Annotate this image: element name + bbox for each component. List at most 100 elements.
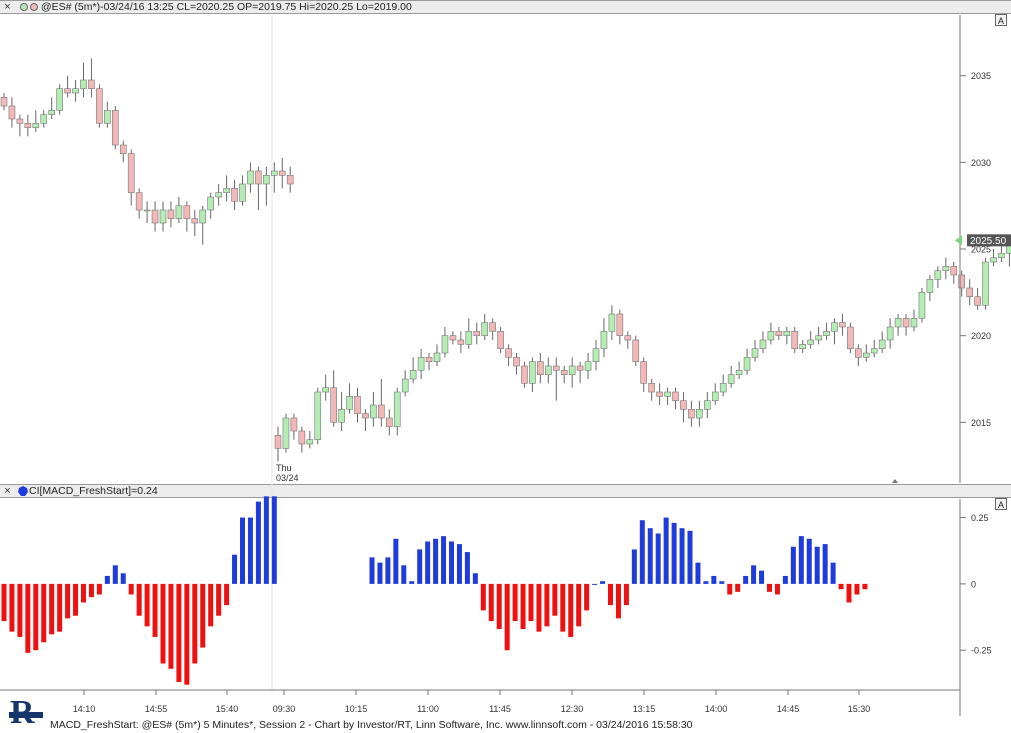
- close-icon[interactable]: ×: [4, 1, 11, 13]
- macd-bar-positive: [433, 538, 439, 584]
- candle-body: [847, 326, 854, 349]
- down-candle: [274, 426, 282, 462]
- candle-body: [966, 287, 973, 297]
- candle-body: [231, 188, 238, 202]
- up-candle: [207, 192, 214, 219]
- up-candle: [247, 162, 254, 193]
- down-candle: [672, 387, 679, 410]
- down-candle: [255, 166, 262, 210]
- down-candle: [537, 353, 544, 384]
- up-candle: [751, 340, 759, 362]
- macd-axis-label: -0.25: [971, 646, 992, 656]
- macd-bar-positive: [592, 583, 598, 585]
- down-candle: [473, 322, 481, 345]
- candle-body: [489, 322, 496, 332]
- up-candle: [263, 166, 270, 206]
- candle-body: [457, 339, 465, 345]
- close-icon[interactable]: ×: [4, 485, 11, 497]
- macd-bar-negative: [208, 583, 214, 627]
- down-candle: [648, 379, 655, 401]
- macd-bar-positive: [441, 536, 447, 584]
- candle-body: [255, 170, 262, 185]
- macd-bar-positive: [631, 549, 637, 584]
- status-light-icon[interactable]: [20, 3, 28, 11]
- macd-bar-negative: [774, 583, 780, 595]
- macd-bar-positive: [687, 530, 693, 584]
- up-candle: [441, 327, 449, 358]
- down-candle: [16, 114, 24, 137]
- candle-body: [823, 331, 830, 336]
- macd-bar-positive: [671, 522, 677, 584]
- candle-body: [870, 348, 878, 354]
- down-candle: [286, 166, 294, 193]
- macd-bar-negative: [767, 583, 772, 592]
- macd-bar-negative: [854, 583, 860, 595]
- macd-bar-positive: [464, 552, 470, 584]
- macd-bar-negative: [512, 583, 518, 622]
- down-candle: [791, 327, 799, 353]
- up-candle: [807, 331, 814, 349]
- candle-body: [910, 318, 918, 328]
- macd-bar-negative: [846, 583, 852, 603]
- candle-body: [298, 430, 306, 445]
- indicator-autoscale-button[interactable]: A: [995, 498, 1007, 510]
- candle-body: [135, 192, 143, 211]
- candle-body: [263, 175, 270, 185]
- up-candle: [743, 348, 751, 375]
- macd-bar-negative: [520, 583, 526, 629]
- down-candle: [457, 331, 465, 353]
- candle-body: [632, 339, 640, 362]
- up-candle: [767, 322, 775, 345]
- up-candle: [600, 318, 608, 358]
- candle-body: [886, 326, 894, 341]
- price-autoscale-button[interactable]: A: [995, 14, 1007, 26]
- candle-body: [974, 296, 981, 306]
- footer-caption: MACD_FreshStart: @ES# (5m*) 5 Minutes*, …: [50, 719, 693, 731]
- session-label-date: 03/24: [276, 473, 299, 483]
- candle-body: [159, 209, 167, 224]
- down-candle: [298, 426, 306, 453]
- candle-body: [600, 331, 608, 349]
- down-candle: [576, 361, 584, 384]
- macd-bar-negative: [49, 583, 55, 635]
- down-candle: [449, 331, 457, 345]
- up-candle: [568, 357, 576, 388]
- status-light-icon[interactable]: [30, 3, 38, 11]
- macd-bar-negative: [9, 583, 15, 632]
- up-candle: [862, 344, 870, 362]
- candle-body: [648, 383, 655, 393]
- down-candle: [96, 84, 103, 128]
- candle-body: [409, 370, 417, 380]
- candle-body: [247, 170, 254, 185]
- macd-bar-positive: [639, 520, 645, 584]
- macd-bar-positive: [703, 581, 709, 584]
- down-candle: [112, 106, 119, 150]
- down-candle: [362, 409, 369, 431]
- candle-body: [672, 391, 679, 401]
- up-candle: [735, 361, 743, 379]
- candle-body: [1006, 244, 1011, 254]
- macd-bar-negative: [128, 583, 134, 595]
- candle-body: [942, 266, 950, 271]
- candle-body: [934, 270, 942, 280]
- macd-bar-positive: [798, 536, 804, 584]
- up-candle: [727, 366, 735, 388]
- candle-body: [16, 118, 24, 124]
- macd-bar-negative: [73, 583, 79, 616]
- macd-bar-negative: [176, 583, 182, 683]
- up-candle: [199, 205, 207, 245]
- candle-body: [640, 361, 648, 384]
- time-axis-label: 15:30: [848, 704, 871, 714]
- candle-body: [362, 413, 369, 419]
- candle-body: [807, 339, 814, 345]
- macd-bar-positive: [600, 581, 606, 584]
- candle-body: [223, 188, 230, 193]
- candle-body: [354, 396, 361, 414]
- candle-body: [465, 331, 473, 345]
- up-candle: [831, 318, 838, 345]
- candle-body: [497, 331, 504, 349]
- time-axis-label: 14:00: [705, 704, 728, 714]
- candle-body: [719, 383, 727, 393]
- down-candle: [521, 361, 528, 388]
